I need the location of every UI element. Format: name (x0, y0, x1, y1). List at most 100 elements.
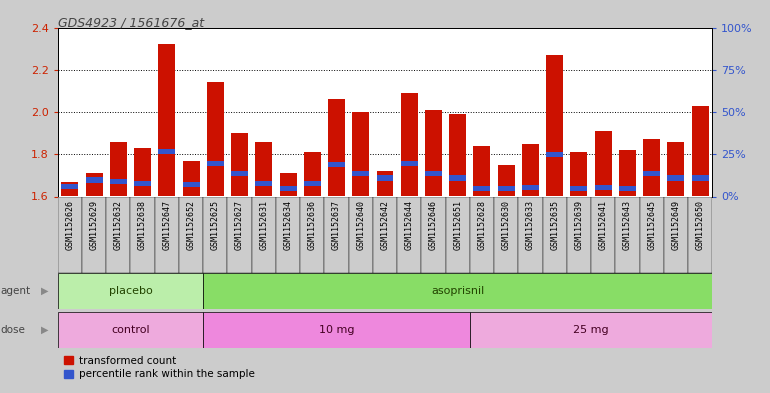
Text: GSM1152636: GSM1152636 (308, 200, 316, 250)
Bar (159, 44, 176, 196)
Bar (182, 182, 199, 187)
Text: 10 mg: 10 mg (319, 325, 354, 335)
Text: ▶: ▶ (41, 286, 49, 296)
Bar (449, 114, 466, 196)
Bar (58, 196, 82, 273)
Bar (373, 196, 397, 273)
Text: GSM1152632: GSM1152632 (114, 200, 123, 250)
Text: GSM1152650: GSM1152650 (695, 200, 705, 250)
Bar (85, 178, 102, 183)
Bar (231, 133, 248, 196)
Bar (594, 185, 611, 190)
Text: GSM1152640: GSM1152640 (357, 200, 365, 250)
Bar (691, 175, 708, 181)
Bar (130, 196, 155, 273)
Bar (207, 83, 224, 196)
Bar (643, 171, 660, 176)
Text: control: control (111, 325, 150, 335)
Bar (58, 312, 203, 348)
Text: asoprisnil: asoprisnil (431, 286, 484, 296)
Bar (62, 184, 79, 189)
Bar (421, 196, 446, 273)
Text: GSM1152646: GSM1152646 (429, 200, 438, 250)
Text: GSM1152638: GSM1152638 (138, 200, 147, 250)
Text: GSM1152649: GSM1152649 (671, 200, 681, 250)
Bar (668, 175, 685, 181)
Text: GSM1152637: GSM1152637 (332, 200, 341, 250)
Bar (567, 196, 591, 273)
Text: 25 mg: 25 mg (573, 325, 609, 335)
Bar (280, 186, 296, 191)
Bar (497, 186, 514, 191)
Bar (668, 141, 685, 196)
Bar (82, 196, 106, 273)
Bar (110, 141, 127, 196)
Bar (256, 181, 273, 186)
Bar (300, 196, 324, 273)
Text: agent: agent (1, 286, 31, 296)
Bar (134, 181, 151, 186)
Bar (474, 186, 490, 191)
Text: GSM1152641: GSM1152641 (598, 200, 608, 250)
Bar (449, 175, 466, 181)
Bar (543, 196, 567, 273)
Bar (256, 141, 273, 196)
Bar (494, 196, 518, 273)
Bar (522, 185, 539, 190)
Text: GSM1152643: GSM1152643 (623, 200, 632, 250)
Bar (470, 196, 494, 273)
Bar (110, 178, 127, 184)
Bar (640, 196, 664, 273)
Bar (353, 171, 370, 176)
Text: GSM1152629: GSM1152629 (89, 200, 99, 250)
Bar (276, 196, 300, 273)
Text: dose: dose (1, 325, 25, 335)
Bar (159, 149, 176, 154)
Bar (203, 312, 470, 348)
Bar (182, 161, 199, 196)
Bar (546, 55, 563, 196)
Bar (591, 196, 615, 273)
Text: GSM1152627: GSM1152627 (235, 200, 244, 250)
Bar (62, 182, 79, 196)
Bar (280, 173, 296, 196)
Bar (474, 146, 490, 196)
Bar (619, 186, 636, 191)
Bar (252, 196, 276, 273)
Bar (643, 140, 660, 196)
Bar (664, 196, 688, 273)
Text: GSM1152645: GSM1152645 (647, 200, 656, 250)
Bar (400, 161, 417, 166)
Bar (594, 131, 611, 196)
Bar (179, 196, 203, 273)
Bar (425, 110, 442, 196)
Bar (155, 196, 179, 273)
Bar (518, 196, 543, 273)
Bar (203, 196, 227, 273)
Bar (470, 312, 712, 348)
Text: GSM1152628: GSM1152628 (477, 200, 487, 250)
Bar (304, 152, 321, 196)
Text: GSM1152644: GSM1152644 (405, 200, 413, 250)
Bar (85, 173, 102, 196)
Bar (425, 171, 442, 176)
Bar (688, 196, 712, 273)
Text: GSM1152652: GSM1152652 (186, 200, 196, 250)
Bar (304, 181, 321, 186)
Text: GSM1152634: GSM1152634 (283, 200, 293, 250)
Bar (571, 186, 588, 191)
Text: placebo: placebo (109, 286, 152, 296)
Bar (522, 144, 539, 196)
Legend: transformed count, percentile rank within the sample: transformed count, percentile rank withi… (63, 355, 256, 380)
Text: GSM1152633: GSM1152633 (526, 200, 535, 250)
Text: GSM1152625: GSM1152625 (211, 200, 219, 250)
Text: GSM1152642: GSM1152642 (380, 200, 390, 250)
Bar (349, 196, 373, 273)
Text: GSM1152630: GSM1152630 (502, 200, 511, 250)
Bar (619, 150, 636, 196)
Bar (231, 171, 248, 176)
Bar (58, 273, 203, 309)
Bar (377, 175, 393, 181)
Text: GSM1152626: GSM1152626 (65, 200, 75, 250)
Text: GSM1152631: GSM1152631 (259, 200, 268, 250)
